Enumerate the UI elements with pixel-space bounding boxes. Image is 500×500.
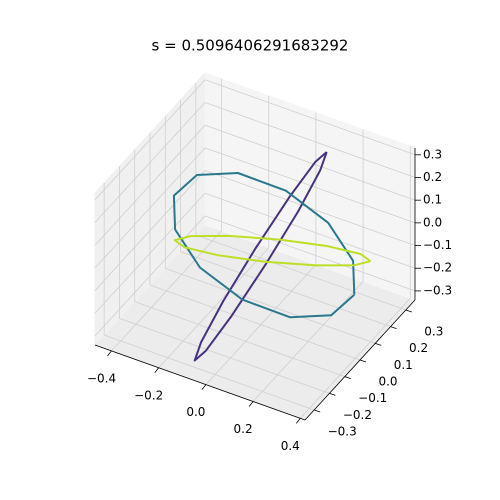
grid-line <box>94 215 206 337</box>
grid-line <box>94 192 206 314</box>
grid-line <box>94 79 206 201</box>
tick-mark <box>107 350 112 357</box>
y-tick-label: 0.2 <box>409 341 428 355</box>
tick-mark <box>329 392 336 396</box>
x-tick-label: 0.0 <box>186 405 205 419</box>
tick-mark <box>314 409 321 413</box>
x-tick-label: 0.2 <box>234 422 253 436</box>
grid-line <box>180 251 391 328</box>
grid-line <box>119 317 330 394</box>
tick-mark <box>154 367 160 374</box>
x-tick-label: 0.4 <box>281 439 300 453</box>
tick-mark <box>390 326 397 330</box>
grid-line <box>204 124 416 201</box>
grid-line <box>204 147 416 224</box>
y-tick-label: 0.3 <box>424 325 443 339</box>
z-tick-label: −0.2 <box>423 261 452 275</box>
series-line <box>193 151 328 362</box>
z-tick-label: 0.1 <box>423 193 442 207</box>
grid-line <box>94 170 206 291</box>
z-tick-label: 0.3 <box>423 147 442 161</box>
grid-line <box>165 267 376 344</box>
tick-mark <box>405 309 412 313</box>
grid-line <box>94 124 206 246</box>
axis-line <box>94 344 306 421</box>
grid-line <box>195 234 406 311</box>
series-line <box>173 234 372 267</box>
chart-title: s = 0.5096406291683292 <box>152 37 349 55</box>
axis-line <box>304 299 416 421</box>
x-tick-label: −0.2 <box>134 388 163 402</box>
z-tick-label: −0.3 <box>423 283 452 297</box>
y-tick-label: 0.0 <box>378 375 397 389</box>
y-tick-label: −0.2 <box>343 408 372 422</box>
grid-line <box>204 192 416 269</box>
series-line <box>172 172 356 319</box>
tick-mark <box>201 384 207 390</box>
grid-line <box>94 102 206 223</box>
grid-line <box>149 284 361 361</box>
grid-line <box>204 79 416 156</box>
grid-line <box>104 334 315 411</box>
grid-line <box>94 147 206 269</box>
y-tick-label: 0.1 <box>394 358 413 372</box>
z-tick-label: 0.0 <box>423 215 442 229</box>
tick-mark <box>375 342 382 346</box>
tick-mark <box>344 376 351 380</box>
y-tick-label: −0.1 <box>358 391 387 405</box>
tick-mark <box>359 359 367 363</box>
tick-mark <box>248 401 254 407</box>
x-tick-label: −0.4 <box>87 371 116 385</box>
tick-mark <box>295 418 301 424</box>
z-tick-label: 0.2 <box>423 170 442 184</box>
y-tick-label: −0.3 <box>328 425 357 439</box>
grid-line <box>204 102 416 178</box>
grid-line <box>204 215 416 292</box>
grid-line <box>134 301 345 378</box>
z-tick-label: −0.1 <box>423 238 452 252</box>
